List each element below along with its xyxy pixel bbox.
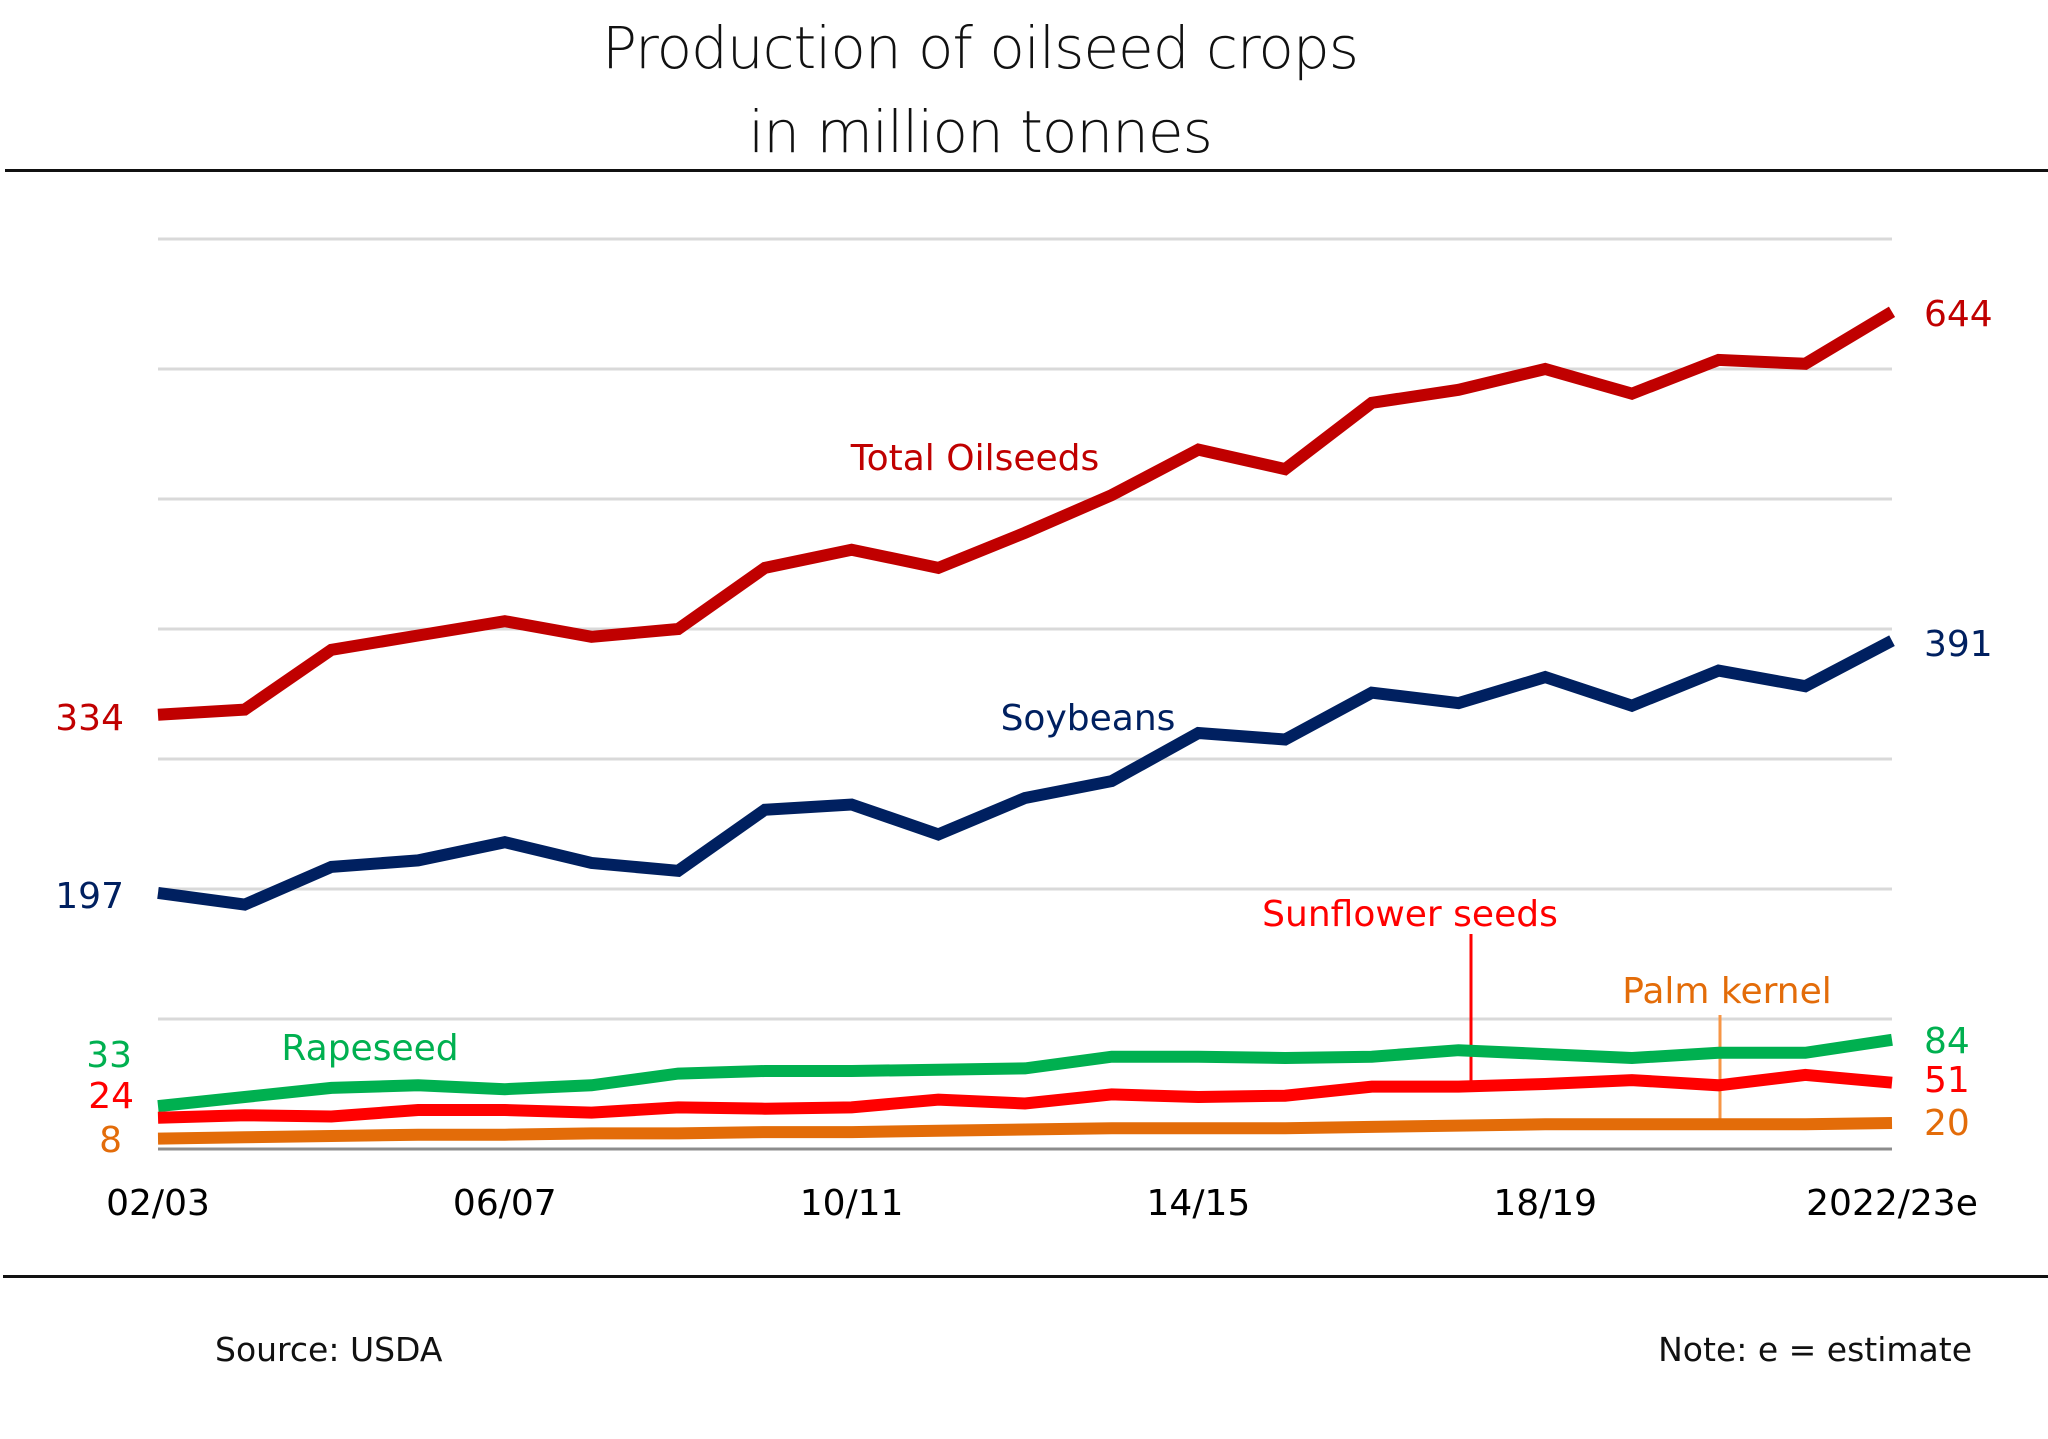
x-tick-label: 02/03 bbox=[106, 1183, 210, 1224]
start-value-label-rapeseed: 33 bbox=[86, 1035, 132, 1076]
series-name-labels: Total Oilseeds Soybeans Rapeseed Sunflower … bbox=[281, 438, 1831, 1069]
x-tick-label: 2022/23e bbox=[1806, 1183, 1978, 1224]
series-name-label-soybeans: Soybeans bbox=[1001, 698, 1176, 739]
x-tick-label: 14/15 bbox=[1147, 1183, 1251, 1224]
series-line-sunflower-seeds bbox=[157, 1068, 1893, 1124]
source-note: Source: USDA bbox=[215, 1330, 443, 1369]
end-value-label-total-oilseeds: 644 bbox=[1924, 294, 1993, 335]
series-name-label-total-oilseeds: Total Oilseeds bbox=[850, 438, 1100, 479]
x-tick-label: 06/07 bbox=[453, 1183, 557, 1224]
series-name-label-sunflower-seeds: Sunflower seeds bbox=[1262, 894, 1558, 935]
chart-title-line-1: Production of oilseed crops bbox=[602, 14, 1359, 82]
start-value-label-total-oilseeds: 334 bbox=[55, 698, 124, 739]
start-value-label-sunflower-seeds: 24 bbox=[88, 1076, 134, 1117]
series-value-labels: 644 334 391 197 84 33 51 24 20 8 bbox=[55, 294, 1992, 1161]
end-value-label-soybeans: 391 bbox=[1924, 624, 1993, 665]
end-value-label-rapeseed: 84 bbox=[1924, 1021, 1970, 1062]
series-lines bbox=[157, 306, 1896, 1145]
annotation-leader-lines bbox=[1469, 934, 1722, 1125]
bottom-divider bbox=[3, 1275, 2048, 1278]
x-tick-labels: 02/03 06/07 10/11 14/15 18/19 2022/23e bbox=[106, 1183, 1978, 1224]
series-name-label-rapeseed: Rapeseed bbox=[281, 1028, 458, 1069]
series-name-label-palm-kernel: Palm kernel bbox=[1622, 971, 1832, 1012]
gridlines bbox=[158, 237, 1892, 1021]
top-divider bbox=[5, 169, 2048, 172]
end-value-label-palm-kernel: 20 bbox=[1924, 1103, 1970, 1144]
chart-title-line-2: in million tonnes bbox=[748, 98, 1213, 166]
series-line-palm-kernel bbox=[157, 1117, 1893, 1145]
x-tick-label: 18/19 bbox=[1493, 1183, 1597, 1224]
series-line-total-oilseeds bbox=[157, 306, 1896, 721]
end-value-label-sunflower-seeds: 51 bbox=[1924, 1060, 1970, 1101]
estimate-note: Note: e = estimate bbox=[1658, 1330, 1972, 1369]
x-tick-label: 10/11 bbox=[800, 1183, 904, 1224]
series-line-soybeans bbox=[157, 635, 1895, 911]
start-value-label-soybeans: 197 bbox=[55, 876, 124, 917]
start-value-label-palm-kernel: 8 bbox=[99, 1120, 122, 1161]
series-line-rapeseed bbox=[157, 1033, 1893, 1113]
